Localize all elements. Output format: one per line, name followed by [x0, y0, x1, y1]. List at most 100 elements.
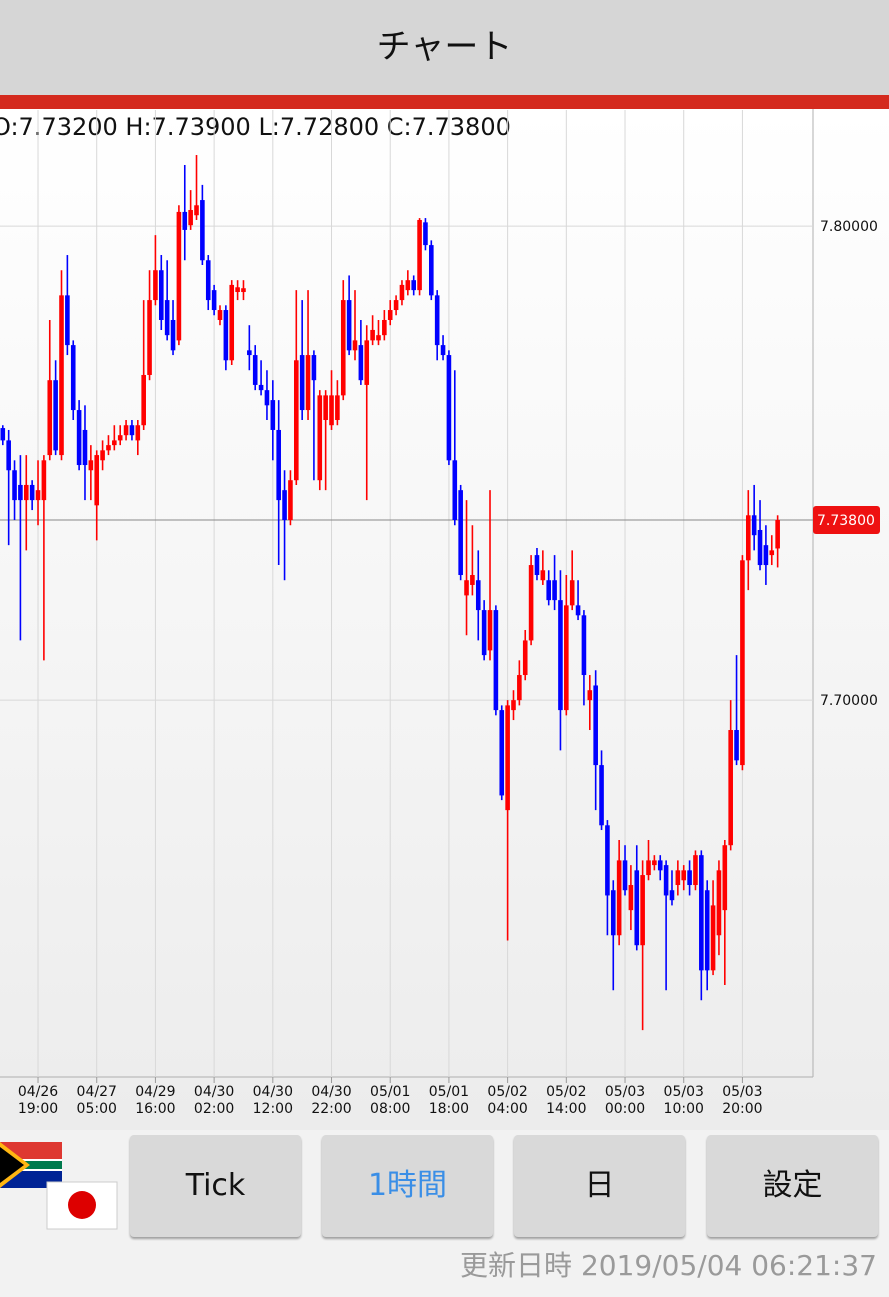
candle-body	[487, 610, 493, 651]
candle-body	[123, 425, 129, 436]
candle-body	[687, 870, 692, 886]
candle-body	[581, 615, 587, 676]
candle-body	[387, 310, 393, 320]
candle-body	[29, 484, 35, 501]
y-tick-label: 7.70000	[820, 693, 878, 709]
candle-body	[311, 355, 317, 381]
candle-body	[493, 610, 499, 711]
x-tick-label: 05/03 00:00	[604, 1084, 646, 1117]
candle-body	[599, 765, 604, 826]
candle-body	[587, 690, 593, 701]
candle-body	[94, 455, 100, 506]
x-tick-label: 04/30 02:00	[193, 1084, 235, 1117]
candle-body	[223, 310, 229, 361]
candle-body	[564, 605, 569, 711]
candle-body	[440, 345, 446, 356]
day-button[interactable]: 日	[514, 1135, 685, 1237]
candle-body	[135, 425, 141, 441]
flags	[0, 1140, 120, 1232]
candle-body	[329, 395, 334, 426]
candle-body	[681, 870, 687, 881]
chart-background	[0, 109, 889, 1130]
candle-body	[47, 380, 53, 456]
candle-body	[505, 705, 510, 811]
candle-body	[646, 860, 651, 876]
flag-jp	[46, 1181, 118, 1230]
hour-button[interactable]: 1時間	[322, 1135, 493, 1237]
candle-body	[352, 340, 358, 351]
candle-body	[610, 890, 616, 936]
candle-body	[751, 515, 757, 536]
candle-body	[757, 529, 763, 566]
candle-body	[769, 550, 775, 556]
candle-body	[70, 345, 76, 411]
x-tick-label: 05/02 14:00	[546, 1084, 587, 1117]
candle-body	[740, 560, 745, 766]
candle-body	[6, 440, 11, 471]
x-tick-label: 04/30 22:00	[311, 1084, 352, 1117]
ohlc-label: O:7.73200 H:7.73900 L:7.72800 C:7.73800	[0, 113, 511, 141]
candle-body	[23, 484, 29, 501]
candle-body	[716, 870, 722, 936]
candle-body	[282, 490, 287, 521]
candle-body	[452, 460, 458, 521]
candle-body	[194, 205, 199, 216]
candle-body	[211, 290, 217, 311]
candle-body	[710, 905, 716, 971]
candle-body	[100, 450, 105, 461]
candle-body	[464, 580, 469, 596]
candle-body	[546, 580, 552, 601]
candle-body	[252, 355, 258, 385]
candle-body	[446, 355, 452, 461]
candle-body	[217, 310, 223, 320]
candle-body	[763, 545, 769, 566]
candle-body	[693, 855, 698, 886]
candle-body	[76, 410, 82, 466]
title-bar: チャート	[0, 0, 889, 95]
candle-body	[317, 395, 323, 481]
candle-body	[247, 350, 252, 356]
x-tick-label: 04/26 19:00	[17, 1084, 59, 1117]
candle-body	[417, 219, 422, 291]
tick-button[interactable]: Tick	[130, 1135, 301, 1237]
candle-body	[258, 384, 264, 391]
candle-body	[382, 319, 387, 336]
candle-body	[346, 300, 352, 351]
candle-body	[511, 700, 516, 711]
header-bar	[0, 95, 889, 109]
candle-body	[616, 860, 622, 936]
candle-body	[575, 605, 581, 616]
x-tick-label: 05/03 20:00	[722, 1084, 763, 1117]
candle-body	[745, 515, 751, 561]
candle-body	[522, 640, 528, 676]
candle-body	[241, 288, 246, 293]
candle-body	[141, 374, 146, 426]
candle-body	[335, 395, 340, 421]
candle-body	[399, 284, 405, 301]
candle-body	[264, 390, 270, 406]
candle-body	[158, 270, 164, 320]
candle-body	[164, 300, 170, 336]
candle-body	[323, 395, 328, 421]
candle-body	[112, 440, 117, 446]
candle-body	[65, 295, 70, 346]
candle-body	[722, 845, 728, 911]
candle-body	[18, 484, 23, 501]
candle-body	[235, 287, 240, 293]
y-tick-label: 7.80000	[820, 219, 878, 235]
candle-body	[170, 319, 176, 351]
candle-body	[229, 284, 235, 361]
candle-body	[434, 295, 440, 346]
candle-body	[704, 890, 710, 971]
x-tick-label: 05/01 08:00	[370, 1084, 411, 1117]
candle-body	[88, 460, 94, 471]
candle-body	[540, 570, 546, 581]
candle-body	[558, 600, 563, 711]
candle-body	[376, 335, 381, 341]
candle-body	[106, 445, 111, 451]
settings-button[interactable]: 設定	[707, 1135, 878, 1237]
candle-body	[370, 329, 375, 341]
candle-body	[288, 480, 293, 521]
candle-body	[12, 470, 17, 501]
